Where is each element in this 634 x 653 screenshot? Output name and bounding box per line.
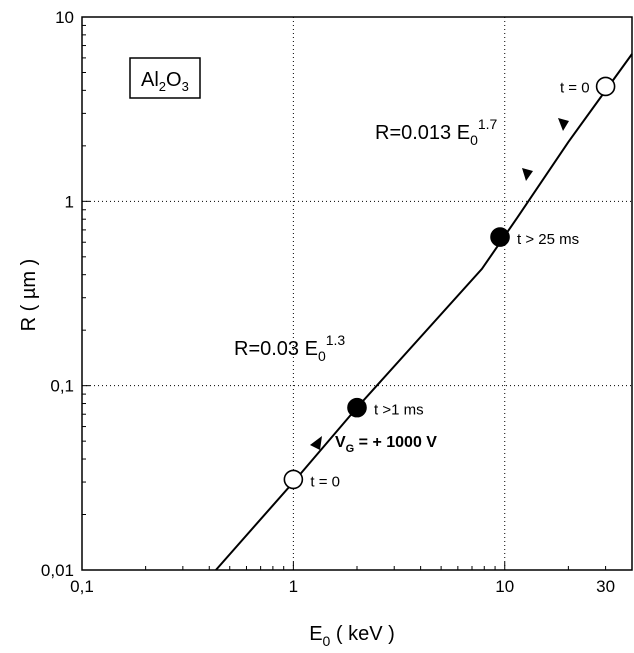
grid — [82, 17, 632, 570]
data-points: t = 0 t >1 ms t > 25 ms t = 0 — [283, 76, 616, 490]
x-tick-label: 0,1 — [70, 577, 94, 596]
point-label: t = 0 — [560, 79, 590, 96]
y-tick-label: 1 — [65, 192, 74, 211]
y-axis-title: R ( µm ) — [18, 259, 40, 332]
fit-label-low: R=0.03 E01.3 — [234, 332, 345, 364]
arrow-down-top — [558, 118, 569, 131]
point-label: t > 25 ms — [517, 231, 579, 248]
x-axis-title: E0 ( keV ) — [309, 623, 395, 649]
point-label: t >1 ms — [374, 402, 424, 419]
x-tick-label: 1 — [289, 577, 298, 596]
y-tick-label: 0,1 — [50, 377, 74, 396]
filled-point — [347, 397, 367, 418]
point-label: t = 0 — [310, 473, 340, 490]
y-tick-label: 10 — [55, 8, 74, 27]
plot-frame — [81, 16, 633, 571]
open-point — [595, 76, 616, 97]
open-point — [283, 469, 304, 490]
x-tick-label: 10 — [495, 577, 514, 596]
material-label: Al2O3 — [141, 69, 189, 94]
x-tick-label: 30 — [596, 577, 615, 596]
fit-label-high: R=0.013 E01.7 — [375, 116, 498, 148]
filled-point — [490, 227, 510, 247]
arrow-down-mid — [522, 168, 533, 181]
material-box — [129, 57, 201, 99]
y-tick-label: 0,01 — [41, 561, 74, 580]
arrow-up-low — [310, 436, 322, 450]
voltage-label: VG = + 1000 V — [335, 434, 437, 455]
